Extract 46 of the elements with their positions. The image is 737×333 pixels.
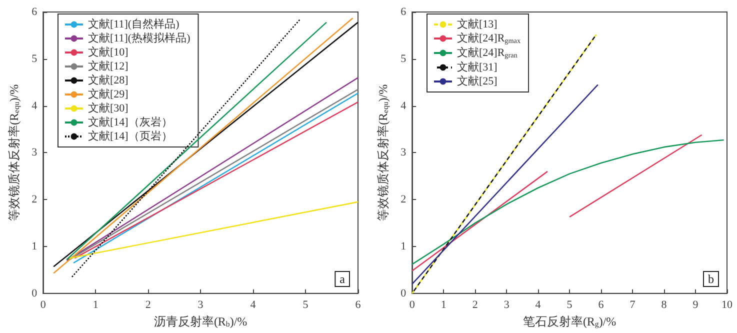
legend-label: 文献[30] [88,102,128,114]
y-tick-label: 5 [32,52,38,65]
legend-label: 文献[13] [457,18,498,30]
x-tick-label: 3 [504,298,510,311]
legend-label: 文献[11](自然样品) [88,18,180,30]
y-tick-label: 0 [400,287,407,300]
legend-label: 文献[11](热模拟样品) [88,32,191,44]
y-tick-label: 1 [32,240,38,252]
legend-label: 文献[28] [88,74,128,86]
y-tick-label: 1 [400,240,406,252]
x-tick-label: 1 [440,298,446,311]
x-tick-label: 0 [409,298,416,311]
x-tick-label: 6 [355,298,362,311]
x-tick-label: 5 [302,298,309,311]
x-tick-label: 9 [692,298,699,311]
y-tick-label: 3 [32,146,38,159]
x-tick-label: 2 [145,298,151,311]
legend-label: 文献[12] [88,60,128,72]
x-tick-label: 10 [722,298,733,311]
legend-label: 文献[14]（灰岩） [88,116,172,128]
annotation: b [708,272,714,286]
y-tick-label: 0 [32,287,38,300]
x-tick-label: 2 [472,298,478,311]
y-tick-label: 4 [32,100,38,112]
x-tick-label: 7 [630,298,636,311]
y-tick-label: 5 [400,52,407,65]
x-tick-label: 8 [661,298,668,311]
y-tick-label: 3 [400,146,407,159]
annotation: a [340,272,346,286]
y-tick-label: 6 [400,6,407,18]
legend-label: 文献[10] [88,46,128,58]
y-tick-label: 2 [32,194,38,206]
y-tick-label: 6 [32,6,38,18]
x-tick-label: 4 [250,298,256,311]
x-tick-label: 3 [198,298,204,311]
x-tick-label: 5 [566,298,573,311]
x-tick-label: 6 [598,298,604,311]
legend-label: 文献[29] [88,88,128,100]
legend-label: 文献[25] [457,74,498,88]
y-tick-label: 2 [400,194,406,206]
legend-label: 文献[31] [457,60,498,74]
x-tick-label: 4 [535,298,542,311]
x-tick-label: 1 [92,298,98,311]
legend-label: 文献[14]（页岩） [88,130,172,142]
y-tick-label: 4 [400,100,407,112]
x-tick-label: 0 [40,298,46,311]
